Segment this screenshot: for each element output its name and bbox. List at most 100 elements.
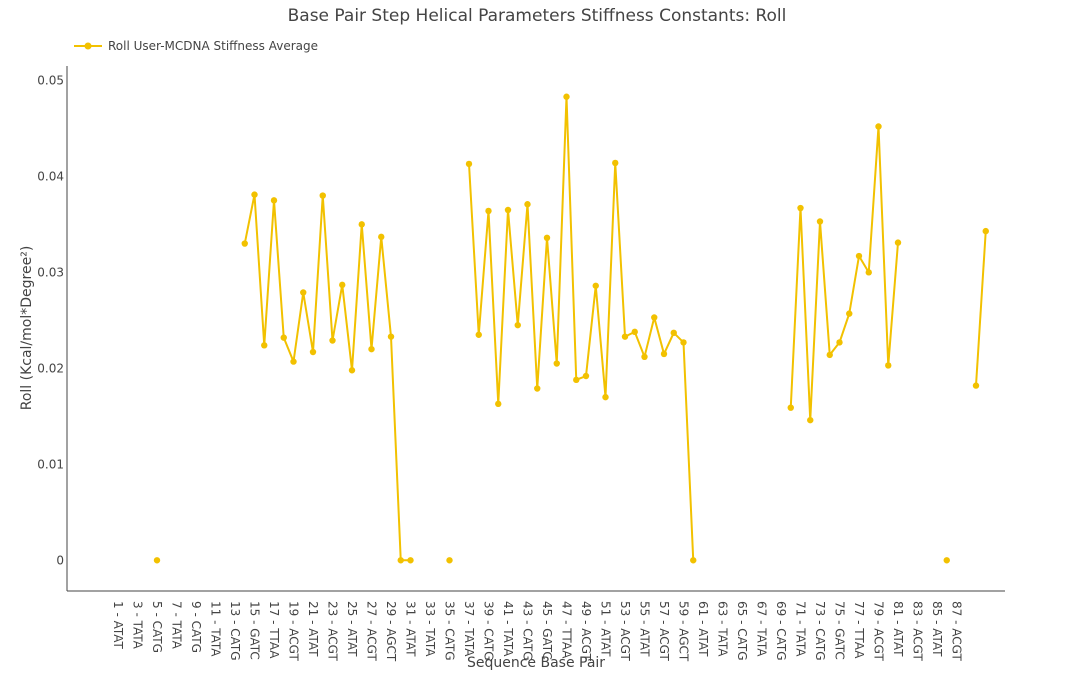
data-point[interactable]: [670, 329, 677, 337]
data-point[interactable]: [621, 333, 629, 340]
x-tick-label: 37 - TATA: [462, 601, 476, 657]
x-tick-label: 61 - ATAT: [696, 601, 710, 657]
x-tick-label: 85 - ATAT: [930, 601, 944, 657]
x-tick-label: 57 - ACGT: [657, 601, 671, 661]
x-tick-label: 21 - ATAT: [306, 601, 320, 657]
data-point[interactable]: [846, 310, 853, 317]
data-point[interactable]: [524, 201, 531, 208]
x-tick-label: 19 - ACGT: [287, 601, 301, 661]
data-point[interactable]: [592, 282, 599, 289]
data-point[interactable]: [534, 385, 541, 392]
data-point[interactable]: [797, 204, 804, 212]
data-point[interactable]: [787, 404, 794, 411]
x-tick-label: 11 - TATA: [209, 601, 223, 657]
x-tick-label: 81 - ATAT: [891, 601, 905, 657]
data-point[interactable]: [378, 233, 385, 241]
data-point[interactable]: [241, 240, 248, 247]
x-tick-label: 77 - TTAA: [852, 601, 866, 659]
x-tick-label: 71 - TATA: [794, 601, 808, 657]
x-tick-label: 27 - ACGT: [365, 601, 379, 661]
x-tick-label: 51 - ATAT: [599, 601, 613, 657]
data-point[interactable]: [885, 362, 892, 369]
x-tick-label: 55 - ATAT: [638, 601, 652, 657]
x-tick-label: 17 - TTAA: [267, 601, 281, 659]
data-point[interactable]: [982, 227, 989, 235]
data-point[interactable]: [660, 350, 668, 358]
data-point[interactable]: [553, 360, 560, 367]
x-tick-label: 35 - CATG: [443, 601, 457, 661]
data-point[interactable]: [446, 557, 453, 564]
data-point[interactable]: [270, 197, 278, 204]
x-tick-label: 87 - ACGT: [950, 601, 964, 661]
data-point[interactable]: [397, 557, 404, 564]
x-tick-label: 65 - CATG: [735, 601, 749, 661]
data-point[interactable]: [309, 348, 317, 356]
data-point[interactable]: [807, 416, 814, 424]
data-point[interactable]: [504, 206, 512, 214]
data-point[interactable]: [865, 269, 872, 276]
x-tick-label: 29 - AGCT: [384, 601, 398, 662]
legend[interactable]: Roll User-MCDNA Stiffness Average: [74, 39, 318, 53]
data-point[interactable]: [826, 351, 833, 359]
y-axis-title: Roll (Kcal/mol*Degree²): [19, 246, 35, 411]
series-line-segment: [243, 193, 411, 562]
data-point[interactable]: [943, 557, 950, 564]
data-point[interactable]: [690, 557, 697, 564]
data-point[interactable]: [972, 382, 980, 389]
legend-marker-swatch: [84, 42, 92, 50]
data-point[interactable]: [631, 328, 638, 336]
y-tick-label: 0.02: [37, 361, 64, 375]
data-point[interactable]: [543, 234, 551, 241]
data-point[interactable]: [563, 93, 570, 100]
data-point[interactable]: [358, 221, 365, 228]
x-tick-label: 79 - ACGT: [872, 601, 886, 661]
data-point[interactable]: [329, 337, 336, 344]
data-point[interactable]: [319, 192, 326, 199]
legend-label: Roll User-MCDNA Stiffness Average: [108, 39, 318, 53]
data-point[interactable]: [280, 334, 287, 341]
series-lines: [243, 95, 987, 562]
x-tick-label: 73 - CATG: [813, 601, 827, 661]
data-point[interactable]: [855, 252, 863, 260]
y-tick-label: 0.03: [37, 265, 64, 279]
data-point[interactable]: [485, 207, 492, 215]
data-point[interactable]: [514, 321, 521, 329]
data-point[interactable]: [612, 159, 619, 167]
y-tick-labels: 0 0.01 0.02 0.03 0.04 0.05: [37, 73, 64, 567]
x-tick-label: 25 - ATAT: [345, 601, 359, 657]
data-point[interactable]: [261, 342, 268, 349]
x-tick-label: 69 - CATG: [774, 601, 788, 661]
data-point[interactable]: [573, 376, 580, 384]
data-point[interactable]: [894, 239, 902, 246]
data-point[interactable]: [641, 353, 648, 361]
y-tick-label: 0.04: [37, 169, 64, 183]
data-point[interactable]: [816, 218, 824, 225]
data-point[interactable]: [495, 400, 502, 408]
data-point[interactable]: [387, 333, 395, 340]
data-point[interactable]: [465, 160, 473, 168]
data-point[interactable]: [300, 289, 307, 296]
x-tick-label: 7 - TATA: [170, 601, 184, 650]
data-point[interactable]: [836, 339, 843, 346]
data-point[interactable]: [680, 339, 687, 346]
x-tick-label: 15 - GATC: [248, 601, 262, 660]
data-point[interactable]: [251, 191, 258, 198]
data-point[interactable]: [475, 331, 482, 338]
x-tick-label: 13 - CATG: [228, 601, 242, 661]
data-point[interactable]: [368, 345, 375, 353]
data-point[interactable]: [875, 123, 882, 130]
x-tick-label: 39 - CATG: [482, 601, 496, 661]
x-tick-label: 31 - ATAT: [404, 601, 418, 657]
data-point[interactable]: [339, 281, 346, 289]
data-point[interactable]: [407, 557, 414, 564]
data-point[interactable]: [153, 557, 161, 564]
data-point[interactable]: [348, 367, 356, 374]
chart-title: Base Pair Step Helical Parameters Stiffn…: [288, 6, 787, 26]
data-point[interactable]: [651, 314, 658, 321]
x-tick-label: 5 - CATG: [150, 601, 164, 653]
data-point[interactable]: [290, 358, 297, 365]
x-tick-label: 67 - TATA: [755, 601, 769, 657]
data-point[interactable]: [602, 393, 609, 401]
data-point[interactable]: [582, 372, 590, 380]
